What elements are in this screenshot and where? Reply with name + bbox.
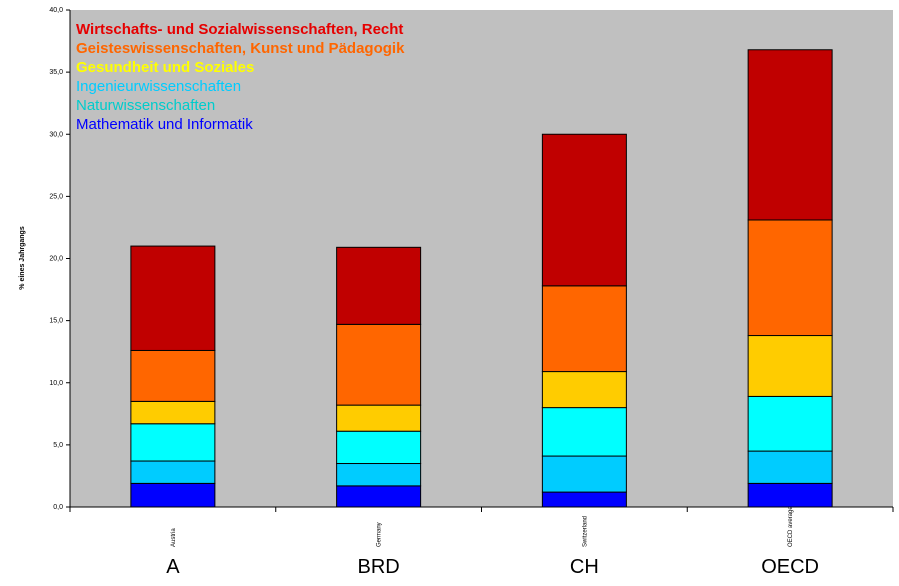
bar-segment-1-2 <box>336 430 422 465</box>
bar-segment-1-4 <box>336 323 422 406</box>
x-tick-label-2: Switzerland <box>582 516 588 547</box>
bar-segment-2-5 <box>541 133 627 287</box>
bar-segment-0-2 <box>130 423 216 462</box>
y-tick-label: 10,0 <box>49 380 63 387</box>
bar-segment-0-1 <box>130 460 216 484</box>
x-tick-labels: Austria A Germany BRD Switzerland CH OECD aver… <box>166 506 819 578</box>
bar-segment-3-3 <box>747 335 833 397</box>
bar-segment-2-2 <box>541 407 627 457</box>
bar-segment-3-0 <box>747 482 833 508</box>
bar-segment-0-5 <box>130 245 216 351</box>
legend-entry-4: Naturwissenschaften <box>76 97 215 114</box>
bar-segment-3-2 <box>747 395 833 452</box>
legend: Wirtschafts- und Sozialwissenschaften, R… <box>76 21 405 133</box>
bars-group <box>130 49 833 508</box>
x-tick-label-1: Germany <box>377 522 383 547</box>
legend-entry-0: Wirtschafts- und Sozialwissenschaften, R… <box>76 21 403 38</box>
category-label-1: BRD <box>358 556 400 578</box>
legend-entry-3: Ingenieurwissenschaften <box>76 78 241 95</box>
y-tick-label: 40,0 <box>49 7 63 14</box>
bar-segment-3-4 <box>747 219 833 337</box>
bar-segment-1-1 <box>336 463 422 487</box>
bar-segment-1-0 <box>336 485 422 508</box>
bar-segment-0-3 <box>130 400 216 425</box>
category-label-2: CH <box>570 556 599 578</box>
y-tick-labels: 0,0 5,0 10,0 15,0 20,0 25,0 30,0 35,0 40,0 <box>49 7 70 511</box>
bar-segment-1-5 <box>336 246 422 325</box>
bar-segment-2-4 <box>541 285 627 373</box>
category-label-3: OECD <box>761 556 819 578</box>
legend-entry-5: Mathematik und Informatik <box>76 116 253 133</box>
bar-segment-1-3 <box>336 404 422 432</box>
bar-segment-2-3 <box>541 371 627 409</box>
legend-entry-2: Gesundheit und Soziales <box>76 59 254 76</box>
y-tick-label: 0,0 <box>53 504 63 511</box>
y-tick-label: 5,0 <box>53 442 63 449</box>
y-tick-label: 20,0 <box>49 256 63 263</box>
bar-segment-3-5 <box>747 49 833 221</box>
y-tick-label: 15,0 <box>49 318 63 325</box>
bar-segment-2-1 <box>541 455 627 493</box>
legend-entry-1: Geisteswissenschaften, Kunst und Pädagog… <box>76 40 405 57</box>
x-tick-label-3: OECD average <box>788 506 794 547</box>
y-axis-label: % eines Jahrgangs <box>19 226 26 290</box>
bar-segment-2-0 <box>541 491 627 508</box>
category-label-0: A <box>166 556 180 578</box>
x-tick-label-0: Austria <box>171 528 177 547</box>
bar-segment-0-0 <box>130 482 216 508</box>
y-tick-label: 30,0 <box>49 131 63 138</box>
bar-segment-3-1 <box>747 450 833 484</box>
bar-segment-0-4 <box>130 349 216 402</box>
y-tick-label: 35,0 <box>49 69 63 76</box>
y-tick-label: 25,0 <box>49 193 63 200</box>
